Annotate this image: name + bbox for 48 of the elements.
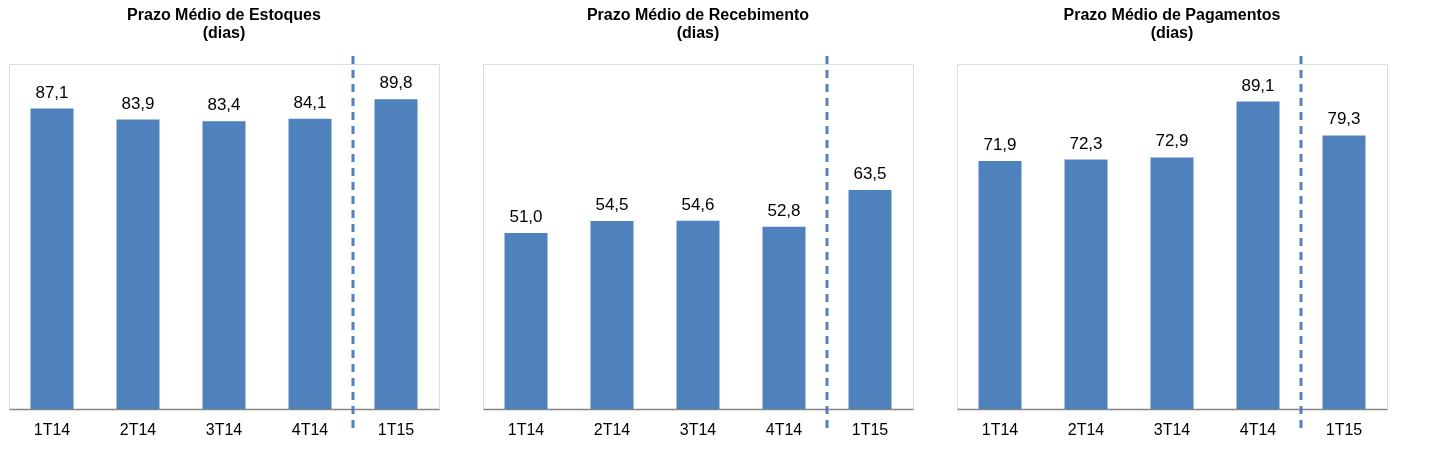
data-label: 72,9 (1155, 131, 1189, 151)
data-label: 52,8 (767, 200, 801, 220)
bar (1322, 135, 1366, 409)
data-label: 79,3 (1327, 109, 1361, 129)
data-label: 83,4 (207, 95, 241, 115)
bar (116, 119, 160, 409)
data-label: 89,1 (1241, 75, 1275, 95)
x-tick-label: 1T14 (33, 420, 71, 438)
data-label: 89,8 (379, 73, 413, 93)
x-tick-label: 3T14 (679, 420, 717, 438)
data-label: 84,1 (293, 92, 327, 112)
bar (504, 233, 548, 409)
data-label: 54,5 (595, 194, 629, 214)
x-tick-label: 1T15 (1325, 420, 1363, 438)
data-label: 71,9 (983, 134, 1017, 154)
bar (1150, 157, 1194, 409)
bar (590, 220, 634, 409)
x-tick-label: 4T14 (765, 420, 803, 438)
chart-title: Prazo Médio de Estoques (dias) (127, 5, 322, 41)
x-tick-label: 3T14 (1153, 420, 1191, 438)
data-label: 72,3 (1069, 133, 1103, 153)
bar (374, 99, 418, 409)
chart-title: Prazo Médio de Pagamentos (dias) (1063, 5, 1281, 41)
x-tick-label: 4T14 (1239, 420, 1277, 438)
data-label: 87,1 (35, 82, 69, 102)
bar (1064, 159, 1108, 409)
data-label: 83,9 (121, 93, 155, 113)
bar (288, 118, 332, 409)
x-tick-label: 2T14 (1067, 420, 1105, 438)
x-tick-label: 1T15 (377, 420, 415, 438)
data-label: 63,5 (853, 163, 887, 183)
chart-title: Prazo Médio de Recebimento (dias) (586, 5, 810, 41)
x-tick-label: 1T15 (851, 420, 889, 438)
bar (202, 121, 246, 409)
x-tick-label: 3T14 (205, 420, 243, 438)
x-tick-label: 2T14 (593, 420, 631, 438)
bar (978, 160, 1022, 409)
data-label: 54,6 (681, 194, 715, 214)
data-label: 51,0 (509, 207, 543, 227)
bar (1236, 101, 1280, 409)
bar (676, 220, 720, 409)
x-tick-label: 4T14 (291, 420, 329, 438)
bar (848, 189, 892, 409)
x-tick-label: 2T14 (119, 420, 157, 438)
x-tick-label: 1T14 (981, 420, 1019, 438)
x-tick-label: 1T14 (507, 420, 545, 438)
bar (762, 226, 806, 409)
bar (30, 108, 74, 409)
